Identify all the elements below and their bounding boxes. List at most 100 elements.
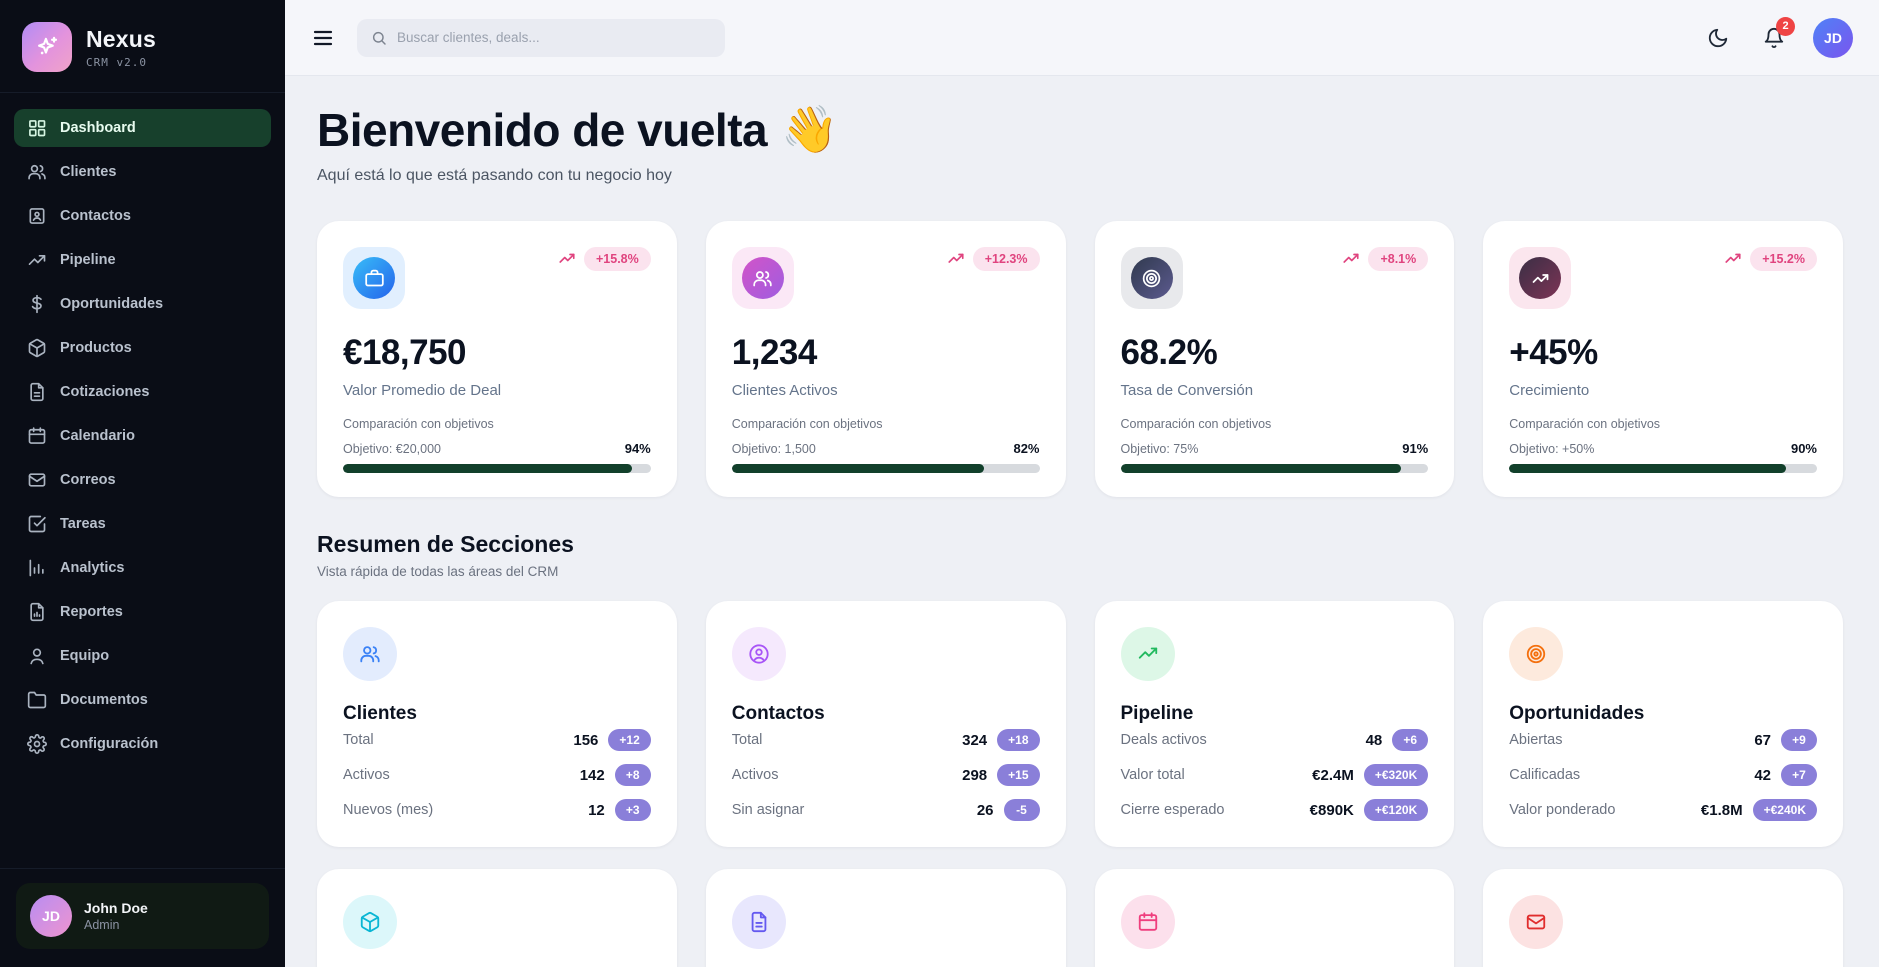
stat-card-crecimiento[interactable]: +15.2% +45% Crecimiento Comparación con … [1483, 221, 1843, 497]
search-box[interactable] [357, 18, 725, 57]
trend-badge: +12.3% [972, 247, 1040, 271]
brand-version: CRM v2.0 [86, 55, 147, 69]
stat-label: Valor Promedio de Deal [343, 382, 502, 399]
mail-icon [27, 470, 47, 490]
comparison-label: Comparación con objetivos [731, 417, 883, 431]
notification-badge: 2 [1776, 16, 1795, 36]
moon-icon [1707, 27, 1729, 49]
sidebar-item-label: Productos [60, 340, 132, 356]
trend-up-icon [558, 250, 576, 268]
sidebar-item-label: Clientes [60, 164, 117, 180]
sidebar-nav: Dashboard Clientes Contactos Pipeline Op… [0, 93, 285, 868]
sidebar-item-productos[interactable]: Productos [14, 329, 271, 367]
stat-label: Clientes Activos [731, 382, 838, 399]
trend-up-icon [947, 250, 965, 268]
summary-row: Total 156 +12 [343, 729, 651, 751]
stat-card-tasa-conversion[interactable]: +8.1% 68.2% Tasa de Conversión Comparaci… [1094, 221, 1455, 497]
summary-row: Valor total €2.4M +€320K [1121, 764, 1429, 786]
sidebar-item-label: Calendario [60, 428, 135, 444]
progress-percent: 94% [624, 441, 651, 456]
summary-card-pipeline[interactable]: Pipeline Deals activos 48 +6 Valor total… [1094, 601, 1455, 847]
briefcase-icon [353, 257, 395, 299]
stat-card-clientes-activos[interactable]: +12.3% 1,234 Clientes Activos Comparació… [705, 221, 1066, 497]
package-icon [27, 338, 47, 358]
comparison-label: Comparación con objetivos [1120, 417, 1272, 431]
sidebar-item-cotizaciones[interactable]: Cotizaciones [14, 373, 271, 411]
sidebar-item-pipeline[interactable]: Pipeline [14, 241, 271, 279]
sidebar: Nexus CRM v2.0 Dashboard Clientes Contac… [0, 0, 285, 967]
summary-card-title: Pipeline [1120, 703, 1194, 724]
sidebar-item-contactos[interactable]: Contactos [14, 197, 271, 235]
progress-bar [731, 464, 1040, 473]
sidebar-item-clientes[interactable]: Clientes [14, 153, 271, 191]
summary-card-cotizaciones[interactable]: Cotizaciones [705, 869, 1066, 967]
topbar-avatar[interactable]: JD [1813, 17, 1853, 58]
delta-badge: +7 [1781, 764, 1817, 786]
target-icon [1509, 627, 1564, 681]
sidebar-item-oportunidades[interactable]: Oportunidades [14, 285, 271, 323]
sidebar-item-reportes[interactable]: Reportes [14, 593, 271, 631]
delta-badge: +12 [608, 729, 651, 751]
summary-card-productos[interactable]: Productos [317, 869, 677, 967]
stat-value: +45% [1509, 333, 1598, 372]
sidebar-item-label: Oportunidades [60, 296, 164, 312]
sidebar-item-label: Documentos [60, 692, 148, 708]
summary-card-contactos[interactable]: Contactos Total 324 +18 Activos 298 +15 … [705, 601, 1066, 847]
delta-badge: +€120K [1363, 799, 1429, 821]
summary-row: Activos 142 +8 [343, 764, 651, 786]
users-icon [343, 627, 397, 681]
dashboard-content: Bienvenido de vuelta 👋 Aquí está lo que … [285, 76, 1879, 967]
sidebar-item-documentos[interactable]: Documentos [14, 681, 271, 719]
summary-card-calendario[interactable]: Calendario [1094, 869, 1455, 967]
summary-row: Valor ponderado €1.8M +€240K [1509, 799, 1817, 821]
objective-label: Objetivo: 1,500 [731, 441, 816, 456]
menu-icon[interactable] [311, 26, 335, 50]
summary-row: Sin asignar 26 -5 [732, 799, 1040, 821]
progress-percent: 90% [1790, 441, 1817, 456]
grid-icon [27, 118, 47, 138]
users-icon [741, 257, 784, 299]
comparison-label: Comparación con objetivos [1509, 417, 1661, 431]
summary-row: Deals activos 48 +6 [1121, 729, 1429, 751]
sidebar-item-analytics[interactable]: Analytics [14, 549, 271, 587]
avatar: JD [30, 895, 72, 937]
sidebar-item-equipo[interactable]: Equipo [14, 637, 271, 675]
sidebar-item-dashboard[interactable]: Dashboard [14, 109, 271, 147]
sidebar-item-label: Dashboard [60, 120, 136, 136]
summary-card-correos[interactable]: Correos [1483, 869, 1843, 967]
trend-badge: +8.1% [1368, 247, 1429, 271]
progress-bar [1120, 464, 1429, 473]
package-icon [343, 895, 397, 949]
user-profile[interactable]: JD John Doe Admin [16, 883, 269, 949]
objective-label: Objetivo: 75% [1120, 441, 1199, 456]
sidebar-item-configuracion[interactable]: Configuración [14, 725, 271, 763]
objective-label: Objetivo: €20,000 [343, 441, 441, 456]
brand-logo-sparkles-icon [22, 22, 72, 72]
progress-percent: 91% [1402, 441, 1429, 456]
sidebar-item-label: Pipeline [60, 252, 116, 268]
summary-card-oportunidades[interactable]: Oportunidades Abiertas 67 +9 Calificadas… [1483, 601, 1843, 847]
sidebar-item-label: Contactos [60, 208, 131, 224]
sidebar-item-correos[interactable]: Correos [14, 461, 271, 499]
dark-mode-toggle[interactable] [1701, 21, 1735, 55]
target-icon [1130, 257, 1173, 299]
stat-card-valor-promedio[interactable]: +15.8% €18,750 Valor Promedio de Deal Co… [317, 221, 677, 497]
page-subtitle: Aquí está lo que está pasando con tu neg… [317, 167, 672, 184]
search-icon [371, 30, 387, 46]
stat-value: €18,750 [343, 333, 467, 372]
search-input[interactable] [397, 30, 711, 45]
trend-badge: +15.8% [584, 247, 651, 271]
progress-bar [343, 464, 651, 473]
summary-row: Activos 298 +15 [732, 764, 1040, 786]
sidebar-item-calendario[interactable]: Calendario [14, 417, 271, 455]
delta-badge: +€240K [1752, 799, 1817, 821]
summary-card-title: Contactos [731, 703, 825, 724]
summary-card-clientes[interactable]: Clientes Total 156 +12 Activos 142 +8 Nu… [317, 601, 677, 847]
notifications-button[interactable]: 2 [1757, 16, 1795, 55]
section-title: Resumen de Secciones [317, 531, 574, 557]
sidebar-item-tareas[interactable]: Tareas [14, 505, 271, 543]
delta-badge: +18 [997, 729, 1040, 751]
trend-badge: +15.2% [1750, 247, 1817, 271]
file-text-icon [731, 895, 786, 949]
contact-card-icon [27, 206, 47, 226]
